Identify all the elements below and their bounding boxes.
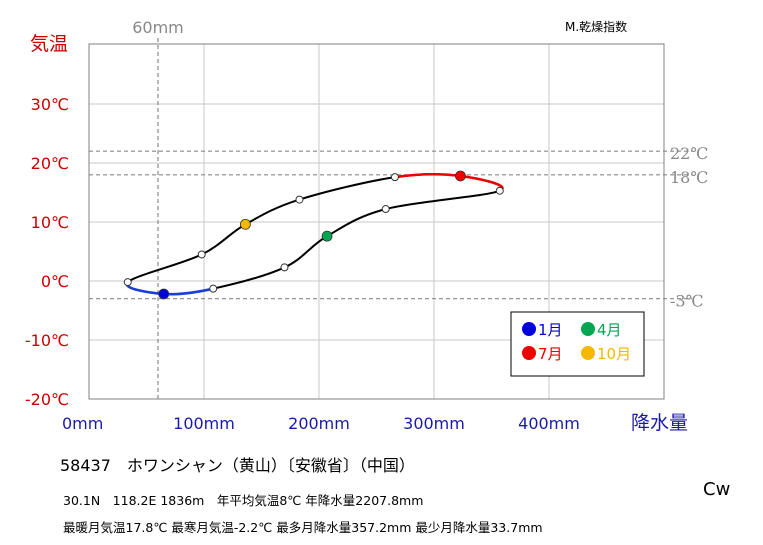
month-marker-9 xyxy=(295,195,304,204)
legend-label-4: 4月 xyxy=(597,321,622,339)
reference-label-temp: 22℃ xyxy=(670,144,708,163)
station-info-line-2: 最暖月気温17.8℃ 最寒月気温-2.2℃ 最多月降水量357.2mm 最少月降… xyxy=(63,520,543,535)
y-tick-label: -20℃ xyxy=(25,390,69,409)
plot-frame xyxy=(88,43,665,400)
reference-label-precip: 60mm xyxy=(132,18,184,37)
x-tick-label: 400mm xyxy=(518,414,580,433)
coldest-segment-line xyxy=(125,281,214,296)
x-axis-label: 降水量 xyxy=(631,412,688,434)
month-marker-5 xyxy=(381,205,390,214)
tick-labels: 30℃ 20℃ 10℃ 0℃ -10℃ -20℃ 0mm 100mm 200mm 300mm 400… xyxy=(25,95,580,433)
annual-cycle-line xyxy=(125,173,504,296)
month-marker-6 xyxy=(495,186,504,195)
reference-lines: 60mm 22℃ 18℃ -3℃ xyxy=(89,18,708,399)
legend-swatch-4 xyxy=(581,322,595,336)
y-tick-label: 0℃ xyxy=(41,272,69,291)
month-marker-12 xyxy=(123,278,132,287)
legend: 1月 4月 7月 10月 xyxy=(510,311,645,377)
legend-label-1: 1月 xyxy=(538,321,563,339)
x-tick-label: 200mm xyxy=(288,414,350,433)
climate-code: Cw xyxy=(703,479,731,500)
month-marker-7 xyxy=(455,170,466,182)
y-tick-label: 20℃ xyxy=(31,154,69,173)
reference-label-temp: -3℃ xyxy=(670,292,703,311)
legend-box xyxy=(510,311,645,377)
reference-label-temp: 18℃ xyxy=(670,168,708,187)
month-marker-2 xyxy=(209,284,218,293)
y-tick-label: 10℃ xyxy=(31,213,69,232)
month-marker-1 xyxy=(158,288,170,300)
legend-label-7: 7月 xyxy=(538,345,563,363)
month-marker-3 xyxy=(280,263,289,272)
climate-curve xyxy=(125,172,504,296)
legend-swatch-10 xyxy=(581,346,595,360)
month-marker-11 xyxy=(197,250,206,259)
warmest-segment-line xyxy=(394,172,504,192)
month-markers xyxy=(123,170,504,300)
legend-label-10: 10月 xyxy=(597,345,631,363)
y-tick-label: -10℃ xyxy=(25,331,69,350)
legend-swatch-1 xyxy=(522,322,536,336)
x-tick-label: 0mm xyxy=(62,414,103,433)
month-marker-10 xyxy=(239,218,251,230)
month-marker-4 xyxy=(321,230,333,242)
x-tick-label: 300mm xyxy=(403,414,465,433)
legend-swatch-7 xyxy=(522,346,536,360)
station-name: 58437 ホワンシャン（黄山）〔安徽省〕（中国） xyxy=(60,456,415,475)
y-axis-label: 気温 xyxy=(30,33,68,55)
month-marker-8 xyxy=(390,173,399,182)
station-info-line-1: 30.1N 118.2E 1836m 年平均気温8℃ 年降水量2207.8mm xyxy=(63,493,424,508)
aridity-index-label: M.乾燥指数 xyxy=(565,19,627,34)
y-tick-label: 30℃ xyxy=(31,95,69,114)
x-tick-label: 100mm xyxy=(173,414,235,433)
